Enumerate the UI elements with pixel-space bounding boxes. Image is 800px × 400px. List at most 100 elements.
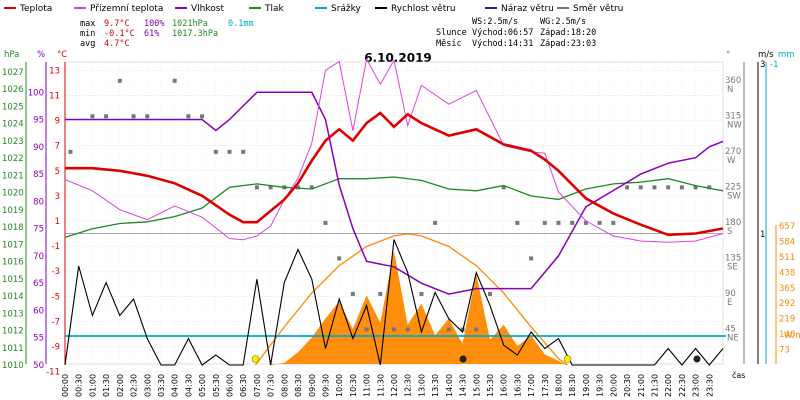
- wind-direction-point: [117, 78, 122, 83]
- wind-direction-point: [693, 185, 698, 190]
- press-tick-label: 1017: [2, 240, 24, 250]
- press-tick-label: 1020: [2, 189, 24, 199]
- hum-tick-label: 60: [33, 306, 44, 316]
- press-tick-label: 1027: [2, 68, 24, 78]
- temp-tick-label: 5: [55, 167, 60, 177]
- hum-tick-label: 70: [33, 252, 44, 262]
- wind-direction-point: [419, 291, 424, 296]
- time-tick-label: 08:30: [294, 374, 303, 397]
- stat-avg-temp: 4.7°C: [104, 39, 130, 49]
- unit-deg: °: [726, 50, 730, 60]
- wind-direction-point: [556, 220, 561, 225]
- wind-direction-point: [227, 149, 232, 154]
- wind-direction-point: [378, 291, 383, 296]
- press-tick-label: 1013: [2, 309, 24, 319]
- wind-direction-point: [501, 185, 506, 190]
- press-tick-label: 1023: [2, 137, 24, 147]
- time-tick-label: 22:00: [664, 374, 673, 397]
- series-pressure: [64, 176, 724, 239]
- press-tick-label: 1026: [2, 85, 24, 95]
- dir-tick-name: E: [727, 298, 732, 308]
- wind-direction-point: [90, 114, 95, 119]
- hum-tick-label: 100: [28, 88, 44, 98]
- time-tick-label: 17:00: [527, 374, 536, 397]
- temp-tick-label: -1: [52, 242, 60, 252]
- wind-direction-point: [68, 149, 73, 154]
- time-tick-label: 20:00: [609, 374, 618, 397]
- temp-tick-label: 9: [55, 117, 60, 127]
- unit-hpa: hPa: [4, 50, 19, 60]
- time-tick-label: 09:30: [321, 374, 330, 397]
- stat-wg: WG:2.5m/s: [540, 17, 586, 27]
- temp-tick-label: -11: [46, 368, 60, 378]
- dir-tick-name: SE: [727, 262, 738, 272]
- stat-max-label: max: [80, 19, 95, 29]
- moonset-marker: [693, 355, 701, 363]
- time-tick-label: 23:00: [692, 374, 701, 397]
- axis-unit-labels: hPa % °C ° m/s mm W/m2 čas: [4, 50, 800, 380]
- time-tick-label: 00:00: [61, 374, 70, 397]
- dir-tick-deg: 180: [725, 218, 741, 228]
- wind-direction-point: [145, 114, 150, 119]
- wind-direction-point: [446, 327, 451, 332]
- dir-tick-deg: 135: [725, 253, 741, 263]
- time-tick-label: 14:30: [459, 374, 468, 397]
- series-wind-speed: [64, 239, 724, 366]
- stat-min-label: min: [80, 29, 95, 39]
- time-tick-label: 16:30: [513, 374, 522, 397]
- legend-label-6: Náraz větru: [501, 4, 554, 14]
- press-tick-label: 1015: [2, 275, 24, 285]
- press-tick-label: 1010: [2, 361, 24, 371]
- dir-tick-name: NW: [727, 120, 742, 130]
- legend-label-1: Přízemní teplota: [90, 4, 163, 14]
- wind-direction-point: [323, 220, 328, 225]
- solar-tick-label: 146: [779, 330, 795, 340]
- hum-tick-label: 50: [33, 361, 44, 371]
- plot-area: 131197531-1-3-5-7-9-11100959085807570656…: [2, 57, 795, 397]
- stat-moon-set: Západ:23:03: [540, 39, 596, 49]
- stat-max-press: 1021hPa: [172, 19, 208, 29]
- wind-direction-point: [392, 327, 396, 332]
- chart-title: 6.10.2019: [364, 51, 432, 65]
- dir-tick-name: W: [727, 156, 736, 166]
- stat-avg-label: avg: [80, 39, 95, 49]
- stat-max-rain: 0.1mm: [228, 19, 254, 29]
- wind-direction-point: [350, 291, 355, 296]
- wind-direction-point: [570, 220, 575, 225]
- solar-tick-label: 438: [779, 268, 795, 278]
- legend-label-4: Srážky: [331, 4, 362, 14]
- unit-time: čas: [732, 370, 745, 380]
- solar-tick-label: 657: [779, 222, 795, 232]
- time-tick-label: 23:30: [705, 374, 714, 397]
- wind-direction-point: [652, 185, 657, 190]
- time-tick-label: 17:30: [541, 374, 550, 397]
- wind-direction-point: [487, 291, 492, 296]
- dir-tick-name: S: [727, 227, 732, 237]
- stat-max-temp: 9.7°C: [104, 19, 130, 29]
- time-tick-label: 18:30: [568, 374, 577, 397]
- speed-tick-label: 3: [760, 60, 765, 70]
- press-tick-label: 1022: [2, 154, 24, 164]
- dir-tick-deg: 270: [725, 147, 741, 157]
- sunset-marker: [563, 355, 572, 363]
- time-tick-label: 02:30: [130, 374, 139, 397]
- time-tick-label: 01:30: [102, 374, 111, 397]
- unit-pct: %: [37, 50, 45, 60]
- time-tick-label: 10:00: [335, 374, 344, 397]
- wind-direction-point: [433, 220, 438, 225]
- unit-ms: m/s: [758, 50, 774, 60]
- temp-tick-label: 1: [55, 217, 60, 227]
- stat-sun-rise: Východ:06:57: [472, 28, 533, 38]
- time-tick-label: 14:00: [445, 374, 454, 397]
- hum-tick-label: 95: [33, 116, 44, 126]
- wind-direction-point: [707, 185, 712, 190]
- wind-direction-point: [186, 114, 191, 119]
- temp-tick-label: 13: [49, 66, 60, 76]
- dir-tick-deg: 45: [725, 324, 736, 334]
- time-tick-label: 15:00: [472, 374, 481, 397]
- wind-direction-point: [529, 256, 534, 261]
- stat-moon-label: Měsíc: [436, 39, 462, 49]
- time-tick-label: 12:00: [390, 374, 399, 397]
- wind-direction-point: [364, 327, 369, 332]
